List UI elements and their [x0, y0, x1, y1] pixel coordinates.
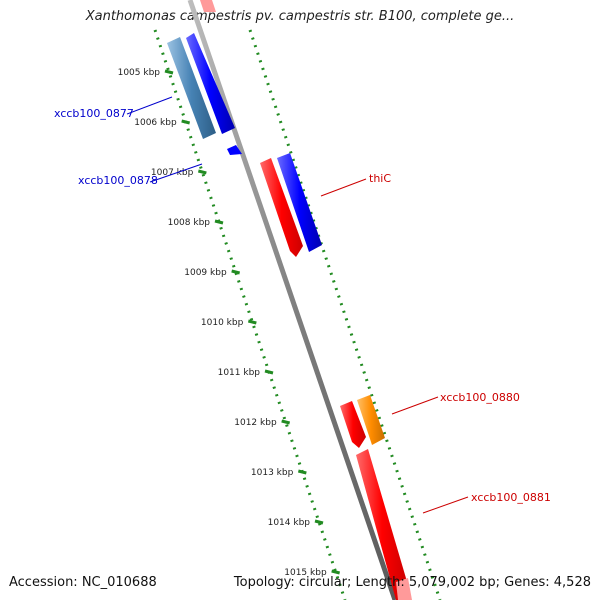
ruler-tick-label: 1008 kbp — [168, 218, 211, 228]
ruler-tick-label: 1009 kbp — [184, 268, 227, 278]
ruler-tick-label: 1007 kbp — [151, 168, 194, 178]
ruler-tick-label: 1014 kbp — [268, 518, 311, 528]
gene-thiC[interactable] — [260, 158, 303, 257]
ruler-tick-mark — [247, 319, 257, 325]
leader-xccb100_0880 — [391, 396, 439, 415]
label-xccb100_0880[interactable]: xccb100_0880 — [440, 391, 520, 404]
gene-blue-thiC[interactable] — [277, 153, 322, 252]
ruler-outer — [248, 29, 442, 600]
ruler-tick-marks — [164, 69, 341, 575]
ruler-tick-label: 1012 kbp — [234, 418, 277, 428]
leader-xccb100_0877 — [126, 96, 173, 115]
gene-xccb100_0880-orange[interactable] — [357, 395, 385, 445]
ruler-tick-label: 1011 kbp — [218, 368, 261, 378]
gene-xccb100_0881[interactable] — [356, 449, 408, 600]
leader-xccb100_0881 — [422, 496, 469, 514]
backbone-line — [187, 0, 398, 600]
ruler-tick-label: 1006 kbp — [134, 118, 177, 128]
ruler-tick-mark — [281, 419, 291, 425]
label-xccb100_0881[interactable]: xccb100_0881 — [471, 491, 551, 504]
ruler-tick-mark — [331, 569, 341, 575]
ruler-tick-label: 1015 kbp — [284, 568, 327, 578]
label-xccb100_0877[interactable]: xccb100_0877 — [54, 107, 134, 120]
ruler-tick-mark — [197, 169, 207, 175]
ruler-tick-label: 1005 kbp — [118, 68, 161, 78]
leader-xccb100_0878 — [149, 163, 203, 183]
label-xccb100_0878[interactable]: xccb100_0878 — [78, 174, 158, 187]
label-thiC[interactable]: thiC — [369, 172, 391, 185]
ruler-tick-mark — [181, 119, 191, 125]
ruler-tick-label: 1010 kbp — [201, 318, 244, 328]
accession-text: Accession: NC_010688 — [9, 575, 157, 590]
genome-summary-text: Topology: circular; Length: 5,079,002 bp… — [233, 575, 591, 590]
ruler-tick-mark — [297, 469, 307, 475]
ruler-tick-labels: 1005 kbp 1006 kbp 1007 kbp 1008 kbp 1009 kbp… — [118, 68, 327, 578]
feature-bottom-partial — [396, 578, 412, 600]
ruler-tick-label: 1013 kbp — [251, 468, 294, 478]
feature-top-partial[interactable] — [200, 0, 216, 12]
gene-xccb100_0877[interactable] — [167, 37, 216, 139]
ruler-tick-mark — [164, 69, 174, 75]
ruler-inner — [153, 29, 347, 600]
gene-blue-pair[interactable] — [186, 33, 235, 134]
gene-xccb100_0880-red[interactable] — [340, 401, 366, 448]
ruler-tick-mark — [214, 219, 224, 225]
ruler-tick-mark — [264, 369, 274, 375]
gene-xccb100_0878[interactable] — [227, 145, 242, 155]
leader-thiC — [320, 178, 367, 197]
ruler-tick-mark — [231, 269, 241, 275]
ruler-tick-mark — [314, 519, 324, 525]
